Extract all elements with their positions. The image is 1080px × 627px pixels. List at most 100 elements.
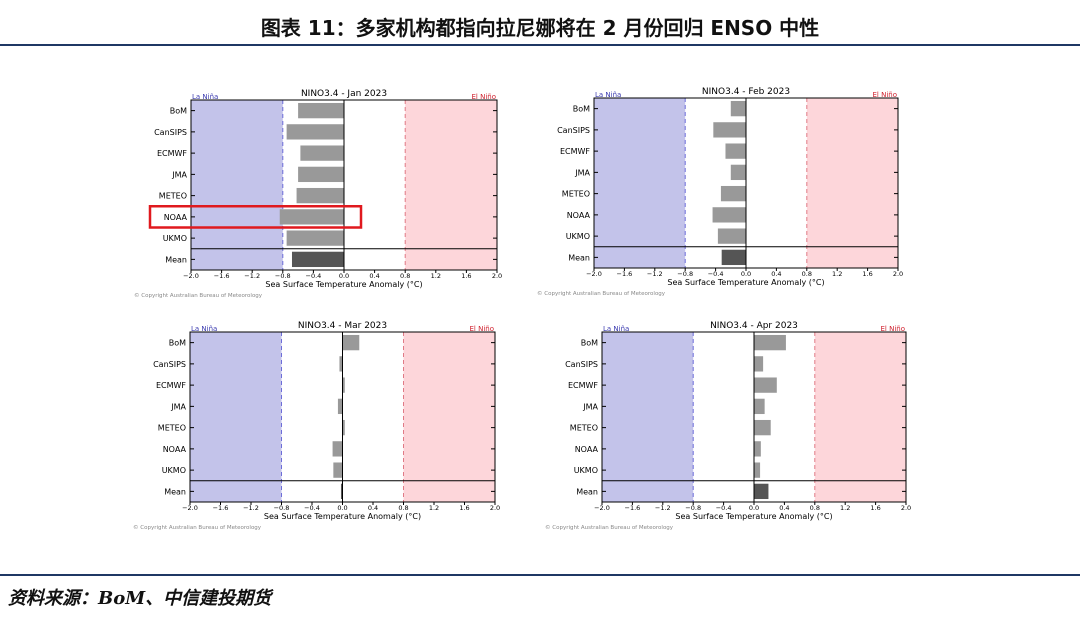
- x-tick-label: −1.2: [655, 504, 671, 512]
- category-label: CanSIPS: [153, 360, 186, 369]
- x-tick-label: −1.6: [617, 270, 633, 278]
- la-nina-label: La Niña: [603, 325, 629, 333]
- x-tick-label: 0.4: [368, 504, 378, 512]
- category-label: BoM: [170, 107, 187, 116]
- x-tick-label: 0.8: [400, 272, 410, 280]
- x-tick-label: 0.4: [779, 504, 789, 512]
- category-label: BoM: [169, 339, 186, 348]
- la-nina-region: [191, 100, 283, 270]
- x-tick-label: 1.6: [461, 272, 471, 280]
- category-label: Mean: [568, 253, 590, 262]
- bar-noaa: [332, 441, 343, 457]
- bar-jma: [337, 398, 343, 415]
- copyright-note: © Copyright Australian Bureau of Meteoro…: [134, 292, 263, 299]
- la-nina-label: La Niña: [192, 93, 218, 101]
- x-tick-label: −2.0: [594, 504, 610, 512]
- x-tick-label: 2.0: [490, 504, 500, 512]
- x-tick-label: −1.6: [625, 504, 641, 512]
- bar-cansips: [339, 356, 343, 372]
- x-tick-label: 2.0: [893, 270, 903, 278]
- x-tick-label: −1.6: [214, 272, 230, 280]
- bar-meteo: [342, 419, 345, 436]
- bar-jma: [298, 166, 344, 183]
- x-tick-label: 0.4: [369, 272, 379, 280]
- x-tick-label: −2.0: [182, 504, 198, 512]
- chart-panel-3: BoM CanSIPS ECMWF JMA METEO NOAA UKMO Mean −2.0 −…: [133, 321, 500, 531]
- category-label: METEO: [159, 192, 187, 201]
- x-tick-label: 2.0: [492, 272, 502, 280]
- x-tick-label: 1.2: [429, 504, 439, 512]
- category-label: JMA: [574, 168, 590, 177]
- x-tick-label: −1.2: [243, 504, 259, 512]
- category-label: JMA: [582, 402, 598, 411]
- copyright-note: © Copyright Australian Bureau of Meteoro…: [545, 524, 674, 531]
- category-label: CanSIPS: [557, 126, 590, 135]
- bar-ukmo: [717, 228, 746, 244]
- chart-panel-4: BoM CanSIPS ECMWF JMA METEO NOAA UKMO Mean −2.0 −…: [545, 321, 911, 531]
- bottom-rule: [0, 574, 1080, 576]
- chart-title: NINO3.4 - Jan 2023: [301, 89, 387, 99]
- chart-panel-1: BoM CanSIPS ECMWF JMA METEO NOAA UKMO Mean −2.0 −…: [134, 89, 502, 299]
- la-nina-region: [190, 332, 282, 502]
- bar-mean: [340, 483, 343, 500]
- x-tick-label: 1.2: [832, 270, 842, 278]
- x-tick-label: 2.0: [901, 504, 911, 512]
- el-nino-label: El Niño: [472, 93, 497, 101]
- el-nino-region: [806, 98, 898, 268]
- bar-ecmwf: [754, 377, 777, 393]
- x-tick-label: 1.2: [840, 504, 850, 512]
- bar-bom: [754, 334, 786, 351]
- x-tick-label: 0.8: [802, 270, 812, 278]
- x-tick-label: −2.0: [586, 270, 602, 278]
- la-nina-region: [594, 98, 686, 268]
- category-label: METEO: [562, 190, 590, 199]
- category-label: JMA: [170, 402, 186, 411]
- page-title: 图表 11：多家机构都指向拉尼娜将在 2 月份回归 ENSO 中性: [260, 16, 820, 40]
- x-tick-label: −0.8: [677, 270, 693, 278]
- bar-noaa: [712, 207, 746, 223]
- category-label: JMA: [171, 170, 187, 179]
- x-tick-label: 1.6: [459, 504, 469, 512]
- x-tick-label: −0.8: [275, 272, 291, 280]
- la-nina-label: La Niña: [595, 91, 621, 99]
- category-label: CanSIPS: [565, 360, 598, 369]
- x-axis-label: Sea Surface Temperature Anomaly (°C): [264, 512, 421, 521]
- copyright-note: © Copyright Australian Bureau of Meteoro…: [537, 290, 666, 297]
- chart-title: NINO3.4 - Mar 2023: [298, 321, 387, 331]
- x-tick-label: 0.4: [771, 270, 781, 278]
- category-label: METEO: [570, 424, 598, 433]
- source-note: 资料来源：BoM、中信建投期货: [8, 588, 272, 609]
- x-tick-label: 0.0: [741, 270, 751, 278]
- x-tick-label: −0.4: [304, 504, 320, 512]
- el-nino-region: [814, 332, 906, 502]
- bar-noaa: [279, 209, 344, 225]
- category-label: Mean: [165, 255, 187, 264]
- bar-mean: [721, 249, 746, 266]
- category-label: BoM: [573, 105, 590, 114]
- x-tick-label: 1.6: [862, 270, 872, 278]
- chart-title: NINO3.4 - Apr 2023: [710, 321, 798, 331]
- category-label: NOAA: [575, 445, 599, 454]
- category-label: ECMWF: [560, 147, 590, 156]
- category-label: NOAA: [163, 445, 187, 454]
- la-nina-region: [602, 332, 694, 502]
- bar-bom: [298, 102, 344, 119]
- category-label: Mean: [164, 487, 186, 496]
- bar-meteo: [754, 419, 771, 436]
- x-tick-label: 0.0: [339, 272, 349, 280]
- category-label: ECMWF: [568, 381, 598, 390]
- category-label: CanSIPS: [154, 128, 187, 137]
- chart-panel-2: BoM CanSIPS ECMWF JMA METEO NOAA UKMO Mean −2.0 −…: [537, 87, 903, 297]
- x-axis-label: Sea Surface Temperature Anomaly (°C): [675, 512, 832, 521]
- bar-noaa: [754, 441, 761, 457]
- el-nino-label: El Niño: [873, 91, 898, 99]
- bar-cansips: [713, 122, 746, 138]
- x-tick-label: −0.4: [716, 504, 732, 512]
- bar-mean: [754, 483, 769, 500]
- copyright-note: © Copyright Australian Bureau of Meteoro…: [133, 524, 262, 531]
- x-tick-label: −0.8: [685, 504, 701, 512]
- category-label: UKMO: [566, 232, 590, 241]
- highlight-box-noaa: [148, 205, 363, 229]
- bar-mean: [291, 251, 344, 268]
